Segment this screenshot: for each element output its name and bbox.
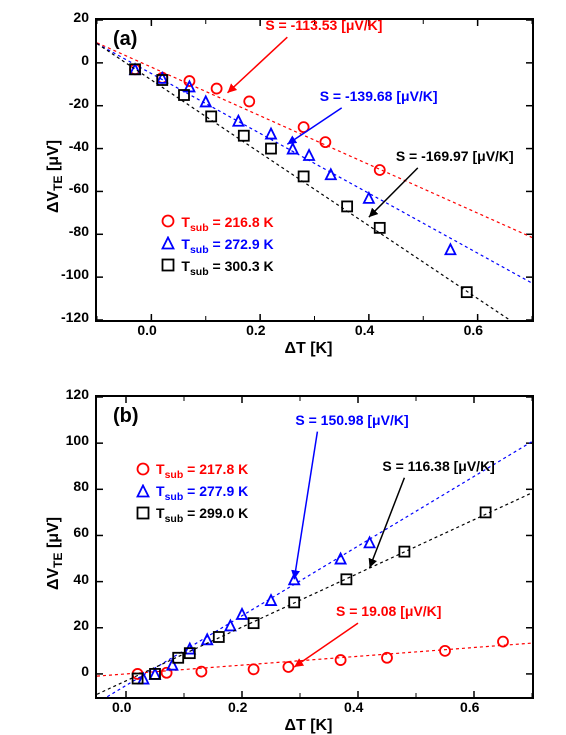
y-tick-label: 100 xyxy=(66,432,89,448)
legend-row-b-2: Tsub = 299.0 K xyxy=(136,505,248,525)
x-axis-label: ΔT [K] xyxy=(285,340,333,358)
legend-marker-icon xyxy=(161,236,175,253)
y-axis-label: ΔVTE [μV] xyxy=(45,140,65,213)
legend-text: Tsub = 300.3 K xyxy=(181,258,273,274)
panel-b-svg xyxy=(97,397,532,697)
legend-text: Tsub = 299.0 K xyxy=(156,505,248,521)
y-tick-label: -100 xyxy=(61,266,89,282)
x-tick-label: 0.6 xyxy=(464,322,483,338)
anno-b-2: S = 116.38 [μV/K] xyxy=(382,458,494,474)
y-tick-label: -20 xyxy=(69,95,89,111)
legend-marker-icon xyxy=(161,258,175,275)
x-tick-label: 0.2 xyxy=(228,699,247,715)
y-tick-label: 120 xyxy=(66,386,89,402)
x-tick-label: 0.2 xyxy=(246,322,265,338)
legend-text: Tsub = 277.9 K xyxy=(156,483,248,499)
legend-marker-icon xyxy=(136,484,150,501)
anno-b-1: S = 150.98 [μV/K] xyxy=(295,412,408,428)
panel-a-tag: (a) xyxy=(113,28,137,51)
legend-marker-icon xyxy=(136,462,150,479)
x-tick-label: 0.4 xyxy=(355,322,374,338)
legend-row-a-2: Tsub = 300.3 K xyxy=(161,258,273,278)
x-axis-label: ΔT [K] xyxy=(285,717,333,735)
x-tick-label: 0.4 xyxy=(344,699,363,715)
legend-text: Tsub = 272.9 K xyxy=(181,236,273,252)
anno-a-1: S = -139.68 [μV/K] xyxy=(320,88,438,104)
legend-row-a-1: Tsub = 272.9 K xyxy=(161,236,273,256)
panel-b-plot xyxy=(95,395,534,699)
x-tick-label: 0.0 xyxy=(112,699,131,715)
y-tick-label: 0 xyxy=(81,52,89,68)
page: 0.0 0.2 0.4 0.6 -120 -100 -80 -60 -40 -20 0 20 ΔT [K… xyxy=(0,0,566,730)
y-tick-label: 80 xyxy=(73,478,89,494)
y-tick-label: -60 xyxy=(69,180,89,196)
x-tick-label: 0.0 xyxy=(137,322,156,338)
anno-a-0: S = -113.53 [μV/K] xyxy=(265,17,382,33)
legend-text: Tsub = 216.8 K xyxy=(181,214,273,230)
legend-row-a-0: Tsub = 216.8 K xyxy=(161,214,273,234)
y-tick-label: -120 xyxy=(61,309,89,325)
y-tick-label: 60 xyxy=(73,524,89,540)
y-tick-label: 0 xyxy=(81,663,89,679)
legend-text: Tsub = 217.8 K xyxy=(156,461,248,477)
y-tick-label: -40 xyxy=(69,138,89,154)
y-axis-label: ΔVTE [μV] xyxy=(45,517,65,590)
legend-marker-icon xyxy=(136,506,150,523)
y-tick-label: 40 xyxy=(73,571,89,587)
anno-a-2: S = -169.97 [μV/K] xyxy=(396,148,514,164)
legend-row-b-1: Tsub = 277.9 K xyxy=(136,483,248,503)
legend-marker-icon xyxy=(161,214,175,231)
legend-row-b-0: Tsub = 217.8 K xyxy=(136,461,248,481)
y-tick-label: 20 xyxy=(73,617,89,633)
y-tick-label: -80 xyxy=(69,223,89,239)
panel-b-tag: (b) xyxy=(113,405,139,428)
x-tick-label: 0.6 xyxy=(460,699,479,715)
y-tick-label: 20 xyxy=(73,9,89,25)
anno-b-0: S = 19.08 [μV/K] xyxy=(336,603,441,619)
